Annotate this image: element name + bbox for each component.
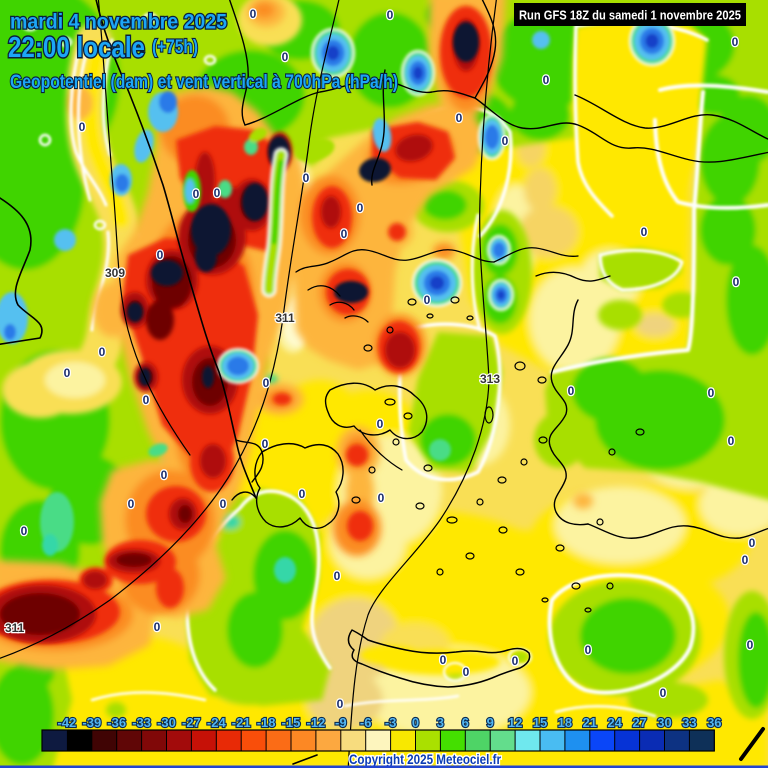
svg-text:0: 0	[456, 111, 463, 125]
svg-text:36: 36	[707, 715, 721, 730]
svg-text:27: 27	[632, 715, 646, 730]
svg-text:0: 0	[732, 35, 739, 49]
svg-text:0: 0	[512, 654, 519, 668]
svg-text:313: 313	[480, 372, 500, 386]
svg-text:0: 0	[79, 120, 86, 134]
svg-text:0: 0	[412, 715, 419, 730]
svg-text:0: 0	[143, 393, 150, 407]
svg-text:0: 0	[299, 487, 306, 501]
svg-text:311: 311	[5, 621, 25, 635]
svg-text:0: 0	[337, 697, 344, 711]
svg-text:0: 0	[64, 366, 71, 380]
svg-text:0: 0	[214, 186, 221, 200]
svg-text:0: 0	[733, 275, 740, 289]
svg-text:15: 15	[533, 715, 547, 730]
svg-text:0: 0	[742, 553, 749, 567]
svg-text:-12: -12	[307, 715, 326, 730]
svg-text:0: 0	[463, 665, 470, 679]
svg-text:3: 3	[437, 715, 444, 730]
svg-text:0: 0	[157, 248, 164, 262]
svg-text:0: 0	[728, 434, 735, 448]
svg-text:0: 0	[440, 653, 447, 667]
svg-text:0: 0	[424, 293, 431, 307]
svg-text:0: 0	[250, 7, 257, 21]
svg-text:0: 0	[543, 73, 550, 87]
svg-text:0: 0	[220, 497, 227, 511]
svg-text:0: 0	[154, 620, 161, 634]
svg-text:Run GFS 18Z du samedi 1 novemb: Run GFS 18Z du samedi 1 novembre 2025	[519, 9, 741, 23]
svg-text:-15: -15	[282, 715, 301, 730]
svg-text:9: 9	[487, 715, 494, 730]
svg-text:-27: -27	[182, 715, 201, 730]
svg-text:Geopotentiel (dam) et vent ver: Geopotentiel (dam) et vent vertical à 70…	[10, 71, 398, 93]
svg-text:0: 0	[568, 384, 575, 398]
svg-text:-42: -42	[58, 715, 77, 730]
svg-text:22:00 locale: 22:00 locale	[8, 32, 145, 64]
svg-text:-21: -21	[232, 715, 251, 730]
svg-text:0: 0	[708, 386, 715, 400]
svg-text:24: 24	[607, 715, 622, 730]
svg-text:18: 18	[558, 715, 572, 730]
svg-text:-6: -6	[360, 715, 372, 730]
svg-text:0: 0	[747, 638, 754, 652]
svg-text:-3: -3	[385, 715, 397, 730]
svg-text:0: 0	[641, 225, 648, 239]
svg-text:-24: -24	[207, 715, 227, 730]
svg-text:-33: -33	[132, 715, 151, 730]
svg-text:0: 0	[357, 201, 364, 215]
svg-text:0: 0	[99, 345, 106, 359]
svg-text:-39: -39	[82, 715, 101, 730]
svg-text:0: 0	[193, 187, 200, 201]
svg-text:Copyright 2025 Meteociel.fr: Copyright 2025 Meteociel.fr	[349, 752, 502, 767]
svg-text:6: 6	[462, 715, 469, 730]
svg-text:0: 0	[128, 497, 135, 511]
svg-text:311: 311	[275, 311, 295, 325]
svg-text:0: 0	[502, 134, 509, 148]
svg-text:0: 0	[377, 417, 384, 431]
svg-text:0: 0	[378, 491, 385, 505]
svg-text:0: 0	[21, 524, 28, 538]
svg-text:-18: -18	[257, 715, 276, 730]
svg-text:0: 0	[262, 437, 269, 451]
svg-text:33: 33	[682, 715, 696, 730]
svg-text:0: 0	[387, 8, 394, 22]
svg-text:0: 0	[263, 376, 270, 390]
svg-text:0: 0	[334, 569, 341, 583]
svg-text:0: 0	[749, 536, 756, 550]
svg-text:-30: -30	[157, 715, 176, 730]
svg-text:30: 30	[657, 715, 671, 730]
svg-text:-36: -36	[107, 715, 126, 730]
svg-text:0: 0	[660, 686, 667, 700]
svg-text:21: 21	[583, 715, 597, 730]
svg-text:(+75h): (+75h)	[152, 37, 198, 58]
svg-text:0: 0	[161, 468, 168, 482]
svg-text:12: 12	[508, 715, 522, 730]
svg-text:-9: -9	[335, 715, 347, 730]
svg-text:mardi 4 novembre 2025: mardi 4 novembre 2025	[10, 11, 227, 34]
svg-text:0: 0	[282, 50, 289, 64]
svg-text:0: 0	[585, 643, 592, 657]
svg-text:0: 0	[303, 171, 310, 185]
svg-text:309: 309	[105, 266, 125, 280]
svg-text:0: 0	[341, 227, 348, 241]
